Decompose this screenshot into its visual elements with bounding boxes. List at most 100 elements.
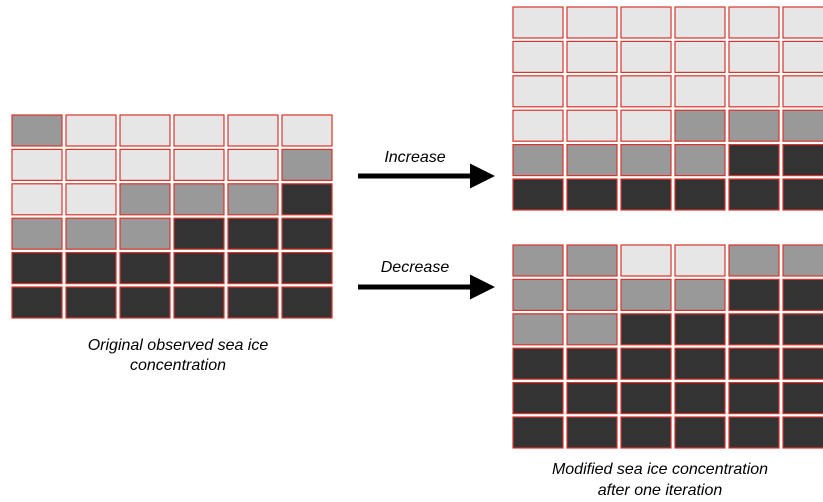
grid-cell <box>281 148 333 181</box>
grid-cell <box>512 40 564 74</box>
grids <box>11 6 823 449</box>
grid-cell <box>674 40 726 74</box>
grid-cell <box>227 183 279 216</box>
grid-cell <box>512 178 564 211</box>
grid-cell <box>173 252 225 285</box>
grid-cell <box>281 217 333 250</box>
grid-cell <box>11 252 63 285</box>
grid-cell <box>566 109 618 142</box>
grid-cell <box>119 286 171 319</box>
grid-cell <box>512 75 564 108</box>
grid-cell <box>728 144 780 177</box>
grid-cell <box>65 217 117 250</box>
grid-cell <box>512 278 564 311</box>
arrow-label: Decrease <box>381 259 450 276</box>
caption: Original observed sea ice <box>88 337 269 354</box>
grid-cell <box>728 382 780 415</box>
caption: after one iteration <box>598 482 723 499</box>
grid-cell <box>65 286 117 319</box>
grid-cell <box>173 148 225 181</box>
grid-cell <box>620 178 672 211</box>
grid-cell <box>620 244 672 277</box>
grid-cell <box>728 416 780 449</box>
grid-cell <box>227 252 279 285</box>
grid-cell <box>674 6 726 39</box>
caption: concentration <box>130 357 226 374</box>
grid-cell <box>782 6 823 39</box>
grid-cell <box>620 416 672 449</box>
grid-cell <box>674 244 726 277</box>
grid-cell <box>227 286 279 319</box>
grid-cell <box>119 114 171 147</box>
grid-cell <box>728 6 780 39</box>
grid-cell <box>782 244 823 277</box>
grid-cell <box>728 40 780 74</box>
grid-cell <box>566 178 618 211</box>
grid-cell <box>119 183 171 216</box>
grid-cell <box>566 6 618 39</box>
grid-cell <box>620 75 672 108</box>
grid-cell <box>620 6 672 39</box>
grid-cell <box>11 148 63 181</box>
grid-cell <box>674 109 726 142</box>
grid-cell <box>782 75 823 108</box>
grid-cell <box>728 178 780 211</box>
grid-cell <box>674 416 726 449</box>
grid-cell <box>173 286 225 319</box>
grid-cell <box>65 183 117 216</box>
grid-cell <box>674 382 726 415</box>
grid-cell <box>674 278 726 311</box>
grid-cell <box>566 144 618 177</box>
arrow-label: Increase <box>384 149 445 166</box>
grid-cell <box>782 313 823 346</box>
grid-cell <box>674 347 726 380</box>
grid-cell <box>782 178 823 211</box>
grid-cell <box>566 40 618 74</box>
grid-cell <box>620 382 672 415</box>
grid-cell <box>512 416 564 449</box>
grid-cell <box>512 347 564 380</box>
grid-cell <box>227 148 279 181</box>
grid-cell <box>11 114 63 147</box>
grid-cell <box>11 183 63 216</box>
grid-cell <box>782 144 823 177</box>
grid-cell <box>512 382 564 415</box>
grid-cell <box>512 109 564 142</box>
grid-cell <box>782 278 823 311</box>
grid-cell <box>728 244 780 277</box>
grid-cell <box>566 244 618 277</box>
grid-cell <box>281 252 333 285</box>
grid-cell <box>65 114 117 147</box>
grid-cell <box>65 148 117 181</box>
grid-cell <box>281 286 333 319</box>
grid-cell <box>674 313 726 346</box>
grid-cell <box>281 114 333 147</box>
grid-cell <box>11 217 63 250</box>
grid-cell <box>728 109 780 142</box>
grid-cell <box>782 382 823 415</box>
grid-cell <box>173 114 225 147</box>
grid-cell <box>566 347 618 380</box>
grid-cell <box>674 75 726 108</box>
grid-cell <box>620 347 672 380</box>
grid-cell <box>512 144 564 177</box>
grid-cell <box>566 313 618 346</box>
grid-cell <box>620 40 672 74</box>
grid-cell <box>782 40 823 74</box>
grid-cell <box>620 278 672 311</box>
grid-cell <box>566 75 618 108</box>
grid-cell <box>512 313 564 346</box>
grid-cell <box>566 416 618 449</box>
grid-cell <box>566 382 618 415</box>
grid-cell <box>674 178 726 211</box>
grid-cell <box>728 75 780 108</box>
grid-cell <box>512 6 564 39</box>
grid-cell <box>173 183 225 216</box>
grid-cell <box>782 347 823 380</box>
grid-cell <box>728 347 780 380</box>
grid-cell <box>227 114 279 147</box>
grid-cell <box>620 313 672 346</box>
grid-cell <box>782 109 823 142</box>
caption: Modified sea ice concentration <box>552 461 768 478</box>
